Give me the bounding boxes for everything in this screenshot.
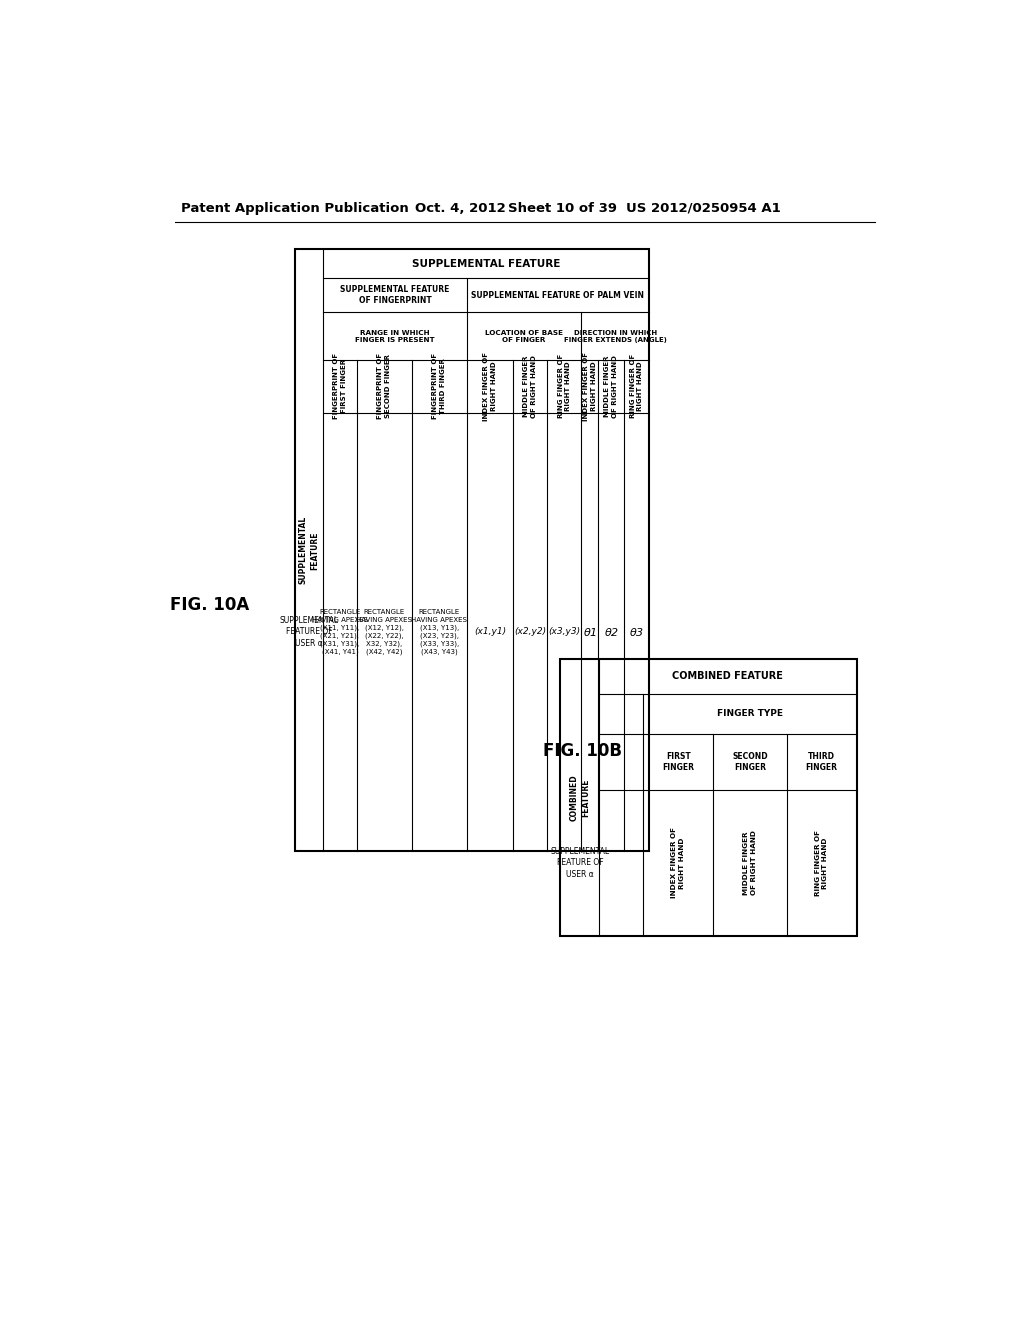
Text: INDEX FINGER OF
RIGHT HAND: INDEX FINGER OF RIGHT HAND [672, 828, 685, 899]
Text: (x1,y1): (x1,y1) [474, 627, 506, 636]
Text: SECOND
FINGER: SECOND FINGER [732, 752, 768, 772]
Text: FIRST
FINGER: FIRST FINGER [663, 752, 694, 772]
Text: RECTANGLE
HAVING APEXES
(X12, Y12),
(X22, Y22),
X32, Y32),
(X42, Y42): RECTANGLE HAVING APEXES (X12, Y12), (X22… [356, 610, 412, 655]
Text: RING FINGER OF
RIGHT HAND: RING FINGER OF RIGHT HAND [630, 354, 643, 418]
Text: MIDDLE FINGER
OF RIGHT HAND: MIDDLE FINGER OF RIGHT HAND [743, 830, 757, 895]
Text: RING FINGER OF
RIGHT HAND: RING FINGER OF RIGHT HAND [815, 830, 828, 896]
Bar [560, 659, 856, 936]
Text: (x2,y2): (x2,y2) [514, 627, 546, 636]
Text: RECTANGLE
HAVING APEXES
(X11, Y11),
(X21, Y21),
(X31, Y31),
(X41, Y41): RECTANGLE HAVING APEXES (X11, Y11), (X21… [312, 610, 368, 655]
Text: RANGE IN WHICH
FINGER IS PRESENT: RANGE IN WHICH FINGER IS PRESENT [355, 330, 435, 343]
Text: US 2012/0250954 A1: US 2012/0250954 A1 [626, 202, 780, 215]
Bar [295, 249, 649, 851]
Text: MIDDLE FINGER
OF RIGHT HAND: MIDDLE FINGER OF RIGHT HAND [523, 355, 537, 417]
Text: SUPPLEMENTAL
FEATURE OF
USER α: SUPPLEMENTAL FEATURE OF USER α [280, 616, 339, 648]
Text: FINGERPRINT OF
THIRD FINGER: FINGERPRINT OF THIRD FINGER [432, 354, 445, 420]
Text: FINGERPRINT OF
SECOND FINGER: FINGERPRINT OF SECOND FINGER [378, 354, 391, 420]
Text: Sheet 10 of 39: Sheet 10 of 39 [508, 202, 616, 215]
Text: INDEX FINGER OF
RIGHT HAND: INDEX FINGER OF RIGHT HAND [583, 352, 597, 421]
Text: DIRECTION IN WHICH
FINGER EXTENDS (ANGLE): DIRECTION IN WHICH FINGER EXTENDS (ANGLE… [563, 330, 667, 343]
Text: SUPPLEMENTAL FEATURE: SUPPLEMENTAL FEATURE [412, 259, 560, 268]
Text: COMBINED FEATURE: COMBINED FEATURE [673, 672, 783, 681]
Text: $\theta$3: $\theta$3 [629, 626, 644, 638]
Text: SUPPLEMENTAL
FEATURE: SUPPLEMENTAL FEATURE [299, 516, 319, 585]
Text: COMBINED
FEATURE: COMBINED FEATURE [569, 775, 590, 821]
Text: Patent Application Publication: Patent Application Publication [180, 202, 409, 215]
Text: SUPPLEMENTAL FEATURE OF PALM VEIN: SUPPLEMENTAL FEATURE OF PALM VEIN [471, 290, 644, 300]
Text: FIG. 10B: FIG. 10B [543, 742, 622, 760]
Text: FINGER TYPE: FINGER TYPE [717, 709, 783, 718]
Text: FIG. 10A: FIG. 10A [170, 597, 249, 614]
Text: RING FINGER OF
RIGHT HAND: RING FINGER OF RIGHT HAND [558, 354, 571, 418]
Text: LOCATION OF BASE
OF FINGER: LOCATION OF BASE OF FINGER [485, 330, 563, 343]
Text: INDEX FINGER OF
RIGHT HAND: INDEX FINGER OF RIGHT HAND [483, 352, 497, 421]
Text: SUPPLEMENTAL FEATURE
OF FINGERPRINT: SUPPLEMENTAL FEATURE OF FINGERPRINT [340, 285, 450, 305]
Text: $\theta$2: $\theta$2 [603, 626, 618, 638]
Text: FINGERPRINT OF
FIRST FINGER: FINGERPRINT OF FIRST FINGER [333, 354, 347, 420]
Text: SUPPLEMENTAL
FEATURE OF
USER α: SUPPLEMENTAL FEATURE OF USER α [550, 847, 609, 879]
Text: RECTANGLE
HAVING APEXES
(X13, Y13),
(X23, Y23),
(X33, Y33),
(X43, Y43): RECTANGLE HAVING APEXES (X13, Y13), (X23… [412, 610, 467, 655]
Text: (x3,y3): (x3,y3) [548, 627, 581, 636]
Text: THIRD
FINGER: THIRD FINGER [806, 752, 838, 772]
Text: MIDDLE FINGER
OF RIGHT HAND: MIDDLE FINGER OF RIGHT HAND [604, 355, 617, 417]
Text: Oct. 4, 2012: Oct. 4, 2012 [415, 202, 506, 215]
Text: $\theta$1: $\theta$1 [583, 626, 597, 638]
